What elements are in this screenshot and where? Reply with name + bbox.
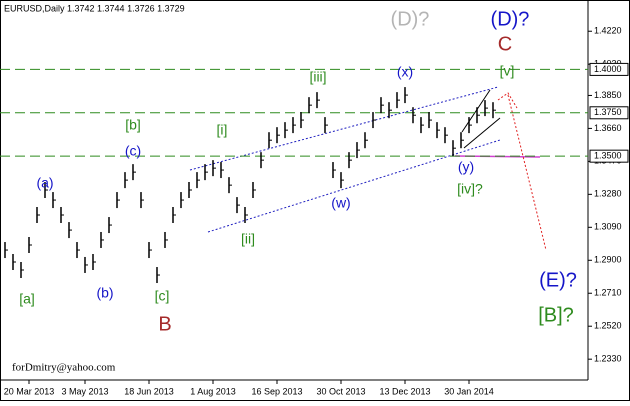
forecast-path bbox=[507, 94, 547, 251]
y-tick-label: 1.3280 bbox=[594, 189, 622, 199]
y-tick-label: 1.2330 bbox=[594, 354, 622, 364]
y-tick-label: 1.2900 bbox=[594, 255, 622, 265]
wave-label: C bbox=[498, 33, 512, 55]
wave-label: [v] bbox=[500, 63, 515, 79]
wedge-lower bbox=[463, 117, 501, 149]
wave-label: (y) bbox=[458, 159, 474, 175]
x-tick-label: 18 Jun 2013 bbox=[124, 386, 174, 396]
x-tick-label: 3 May 2013 bbox=[61, 386, 108, 396]
wave-label: (D)? bbox=[491, 8, 530, 30]
wave-label: (c) bbox=[125, 143, 141, 159]
wave-label: [iii] bbox=[309, 69, 326, 85]
wave-label: (b) bbox=[96, 285, 113, 301]
wave-label: (x) bbox=[397, 64, 413, 80]
x-tick-label: 30 Oct 2013 bbox=[316, 386, 365, 396]
y-tick-label: 1.3660 bbox=[594, 123, 622, 133]
level-label-box bbox=[589, 106, 629, 120]
x-tick-label: 13 Dec 2013 bbox=[379, 386, 430, 396]
level-label-box bbox=[589, 149, 629, 163]
wave-label: B bbox=[158, 313, 171, 335]
watermark: forDmitry@yahoo.com bbox=[12, 362, 116, 374]
wave-label: [c] bbox=[155, 288, 170, 304]
wave-label: [a] bbox=[19, 291, 35, 307]
wave-label: (w) bbox=[331, 195, 350, 211]
y-tick-label: 1.2710 bbox=[594, 288, 622, 298]
x-tick-label: 30 Jan 2014 bbox=[444, 386, 494, 396]
wave-label: (D)? bbox=[391, 8, 430, 30]
y-tick-label: 1.3850 bbox=[594, 90, 622, 100]
chart-title: EURUSD,Daily 1.3742 1.3744 1.3726 1.3729 bbox=[4, 3, 185, 13]
x-tick-label: 20 Mar 2013 bbox=[4, 386, 55, 396]
x-tick-label: 1 Aug 2013 bbox=[190, 386, 236, 396]
y-tick-label: 1.4220 bbox=[594, 26, 622, 36]
level-label: 1.3750 bbox=[594, 107, 622, 117]
wave-label: [ii] bbox=[241, 231, 255, 247]
level-label: 1.3500 bbox=[594, 151, 622, 161]
y-tick-label: 1.2520 bbox=[594, 321, 622, 331]
wave-label: [i] bbox=[217, 122, 228, 138]
channel-lower bbox=[207, 139, 501, 233]
forecast-top bbox=[497, 92, 518, 109]
wave-label: [B]? bbox=[538, 304, 574, 326]
x-tick-label: 16 Sep 2013 bbox=[251, 386, 302, 396]
level-label: 1.4000 bbox=[594, 64, 622, 74]
wedge-upper bbox=[461, 89, 491, 133]
y-tick-label: 1.3090 bbox=[594, 222, 622, 232]
wave-label: (E)? bbox=[539, 269, 577, 291]
level-label-box bbox=[589, 62, 629, 76]
wave-label: (a) bbox=[36, 175, 53, 191]
wave-label: [b] bbox=[125, 117, 141, 133]
wave-label: [iv]? bbox=[457, 181, 483, 197]
